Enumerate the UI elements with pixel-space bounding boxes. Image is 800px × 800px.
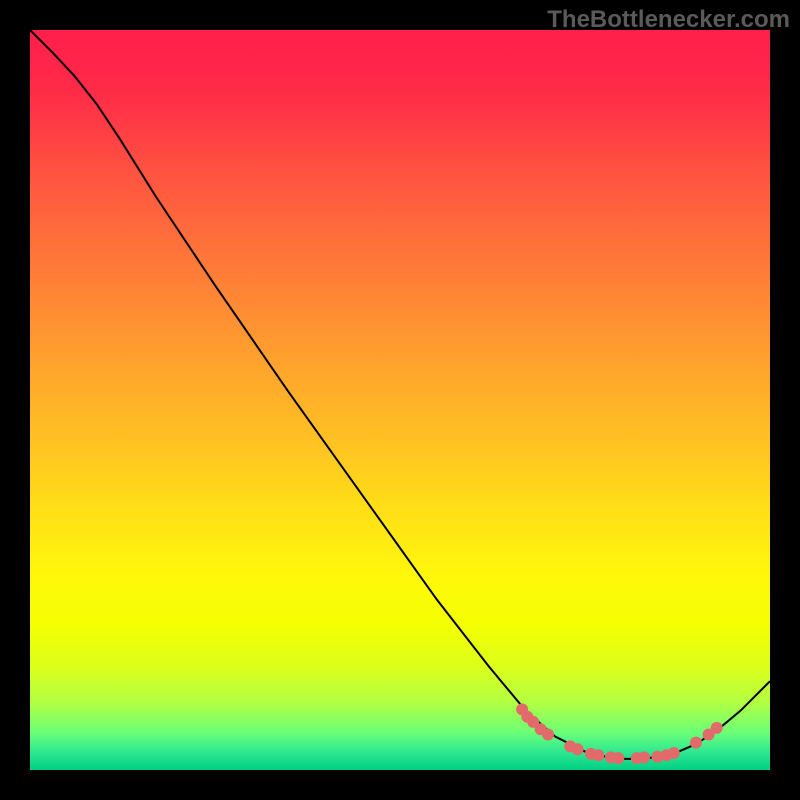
data-point	[711, 722, 723, 734]
data-point	[592, 749, 604, 761]
bottleneck-curve	[30, 30, 770, 759]
data-point	[638, 751, 650, 763]
data-point	[668, 747, 680, 759]
data-point	[542, 728, 554, 740]
data-points	[516, 703, 723, 764]
curve-layer	[30, 30, 770, 770]
data-point	[612, 752, 624, 764]
data-point	[572, 743, 584, 755]
watermark-label: TheBottlenecker.com	[547, 6, 790, 34]
data-point	[690, 737, 702, 749]
plot-area	[30, 30, 770, 770]
